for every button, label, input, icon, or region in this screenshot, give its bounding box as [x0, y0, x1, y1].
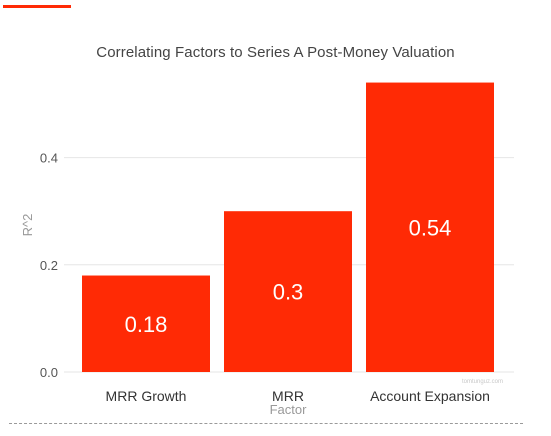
y-tick-label: 0.4	[40, 151, 58, 166]
watermark: tomtunguz.com	[462, 379, 503, 385]
bar-value-label: 0.18	[125, 312, 168, 337]
accent-line	[3, 5, 71, 8]
y-tick-label: 0.0	[40, 365, 58, 380]
bar-mrr	[224, 211, 352, 372]
x-category-label: MRR	[272, 388, 304, 404]
y-axis-title: R^2	[20, 214, 35, 237]
bar-value-label: 0.54	[409, 215, 452, 240]
bar-account-expansion	[366, 82, 494, 372]
x-axis-title: Factor	[270, 402, 308, 417]
chart-title: Correlating Factors to Series A Post-Mon…	[96, 44, 455, 61]
y-tick-label: 0.2	[40, 258, 58, 273]
bar-value-label: 0.3	[273, 280, 304, 305]
x-category-label: MRR Growth	[106, 388, 187, 404]
bar-mrr-growth	[82, 275, 210, 372]
bottom-divider	[9, 423, 523, 424]
x-category-label: Account Expansion	[370, 388, 490, 404]
